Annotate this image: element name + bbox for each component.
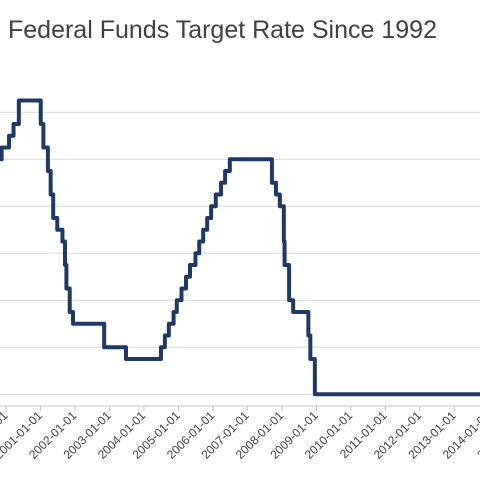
series-line (0, 98, 480, 397)
chart-title: Federal Funds Target Rate Since 1992 (8, 16, 437, 44)
